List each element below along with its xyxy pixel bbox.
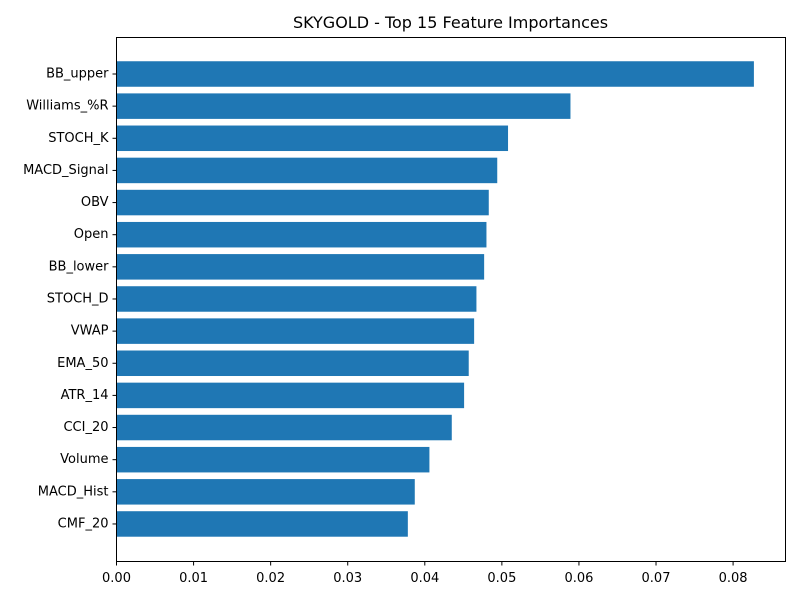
y-tick-label: STOCH_D <box>47 291 109 306</box>
y-tick-label: MACD_Signal <box>23 163 108 178</box>
y-tick-label: VWAP <box>71 324 109 339</box>
x-tick-label: 0.07 <box>642 571 671 586</box>
bar <box>116 511 408 537</box>
y-tick-label: OBV <box>81 195 109 210</box>
x-tick-label: 0.08 <box>719 571 748 586</box>
chart-title: SKYGOLD - Top 15 Feature Importances <box>293 13 608 32</box>
bar <box>116 382 465 409</box>
y-tick-label: CMF_20 <box>58 516 109 531</box>
bar <box>116 221 487 248</box>
x-tick-label: 0.01 <box>179 571 208 586</box>
x-tick-label: 0.05 <box>487 571 516 586</box>
y-tick-label: ATR_14 <box>61 388 109 403</box>
bar <box>116 254 485 280</box>
y-tick-label: MACD_Hist <box>38 484 109 499</box>
bar <box>116 318 475 344</box>
y-tick-label: EMA_50 <box>57 356 108 371</box>
y-tick-label: Volume <box>60 452 108 467</box>
x-tick-label: 0.03 <box>333 571 362 586</box>
y-tick-label: Open <box>74 227 109 242</box>
y-axis-ticks: BB_upper Williams_%R STOCH_K MACD_Signal OBV… <box>23 67 117 531</box>
y-tick-label: Williams_%R <box>26 99 108 114</box>
bar <box>116 125 509 152</box>
bar <box>116 157 498 184</box>
bar <box>116 286 477 312</box>
bar <box>116 446 430 473</box>
bar <box>116 189 489 216</box>
plot-frame <box>116 37 786 562</box>
y-tick-label: STOCH_K <box>48 131 109 146</box>
bars-group <box>116 61 754 537</box>
bar <box>116 61 754 87</box>
x-tick-label: 0.04 <box>410 571 439 586</box>
x-tick-label: 0.02 <box>256 571 285 586</box>
bar <box>116 350 469 377</box>
x-axis-ticks: 0.00 0.01 0.02 0.03 0.04 0.05 0.06 0.07 0.08 <box>102 561 748 586</box>
y-tick-label: BB_lower <box>49 259 110 274</box>
y-tick-label: BB_upper <box>46 67 109 82</box>
y-tick-label: CCI_20 <box>63 420 108 435</box>
x-tick-label: 0.06 <box>564 571 593 586</box>
x-tick-label: 0.00 <box>102 571 131 586</box>
bar <box>116 479 415 505</box>
bar <box>116 414 452 441</box>
bar <box>116 93 571 119</box>
